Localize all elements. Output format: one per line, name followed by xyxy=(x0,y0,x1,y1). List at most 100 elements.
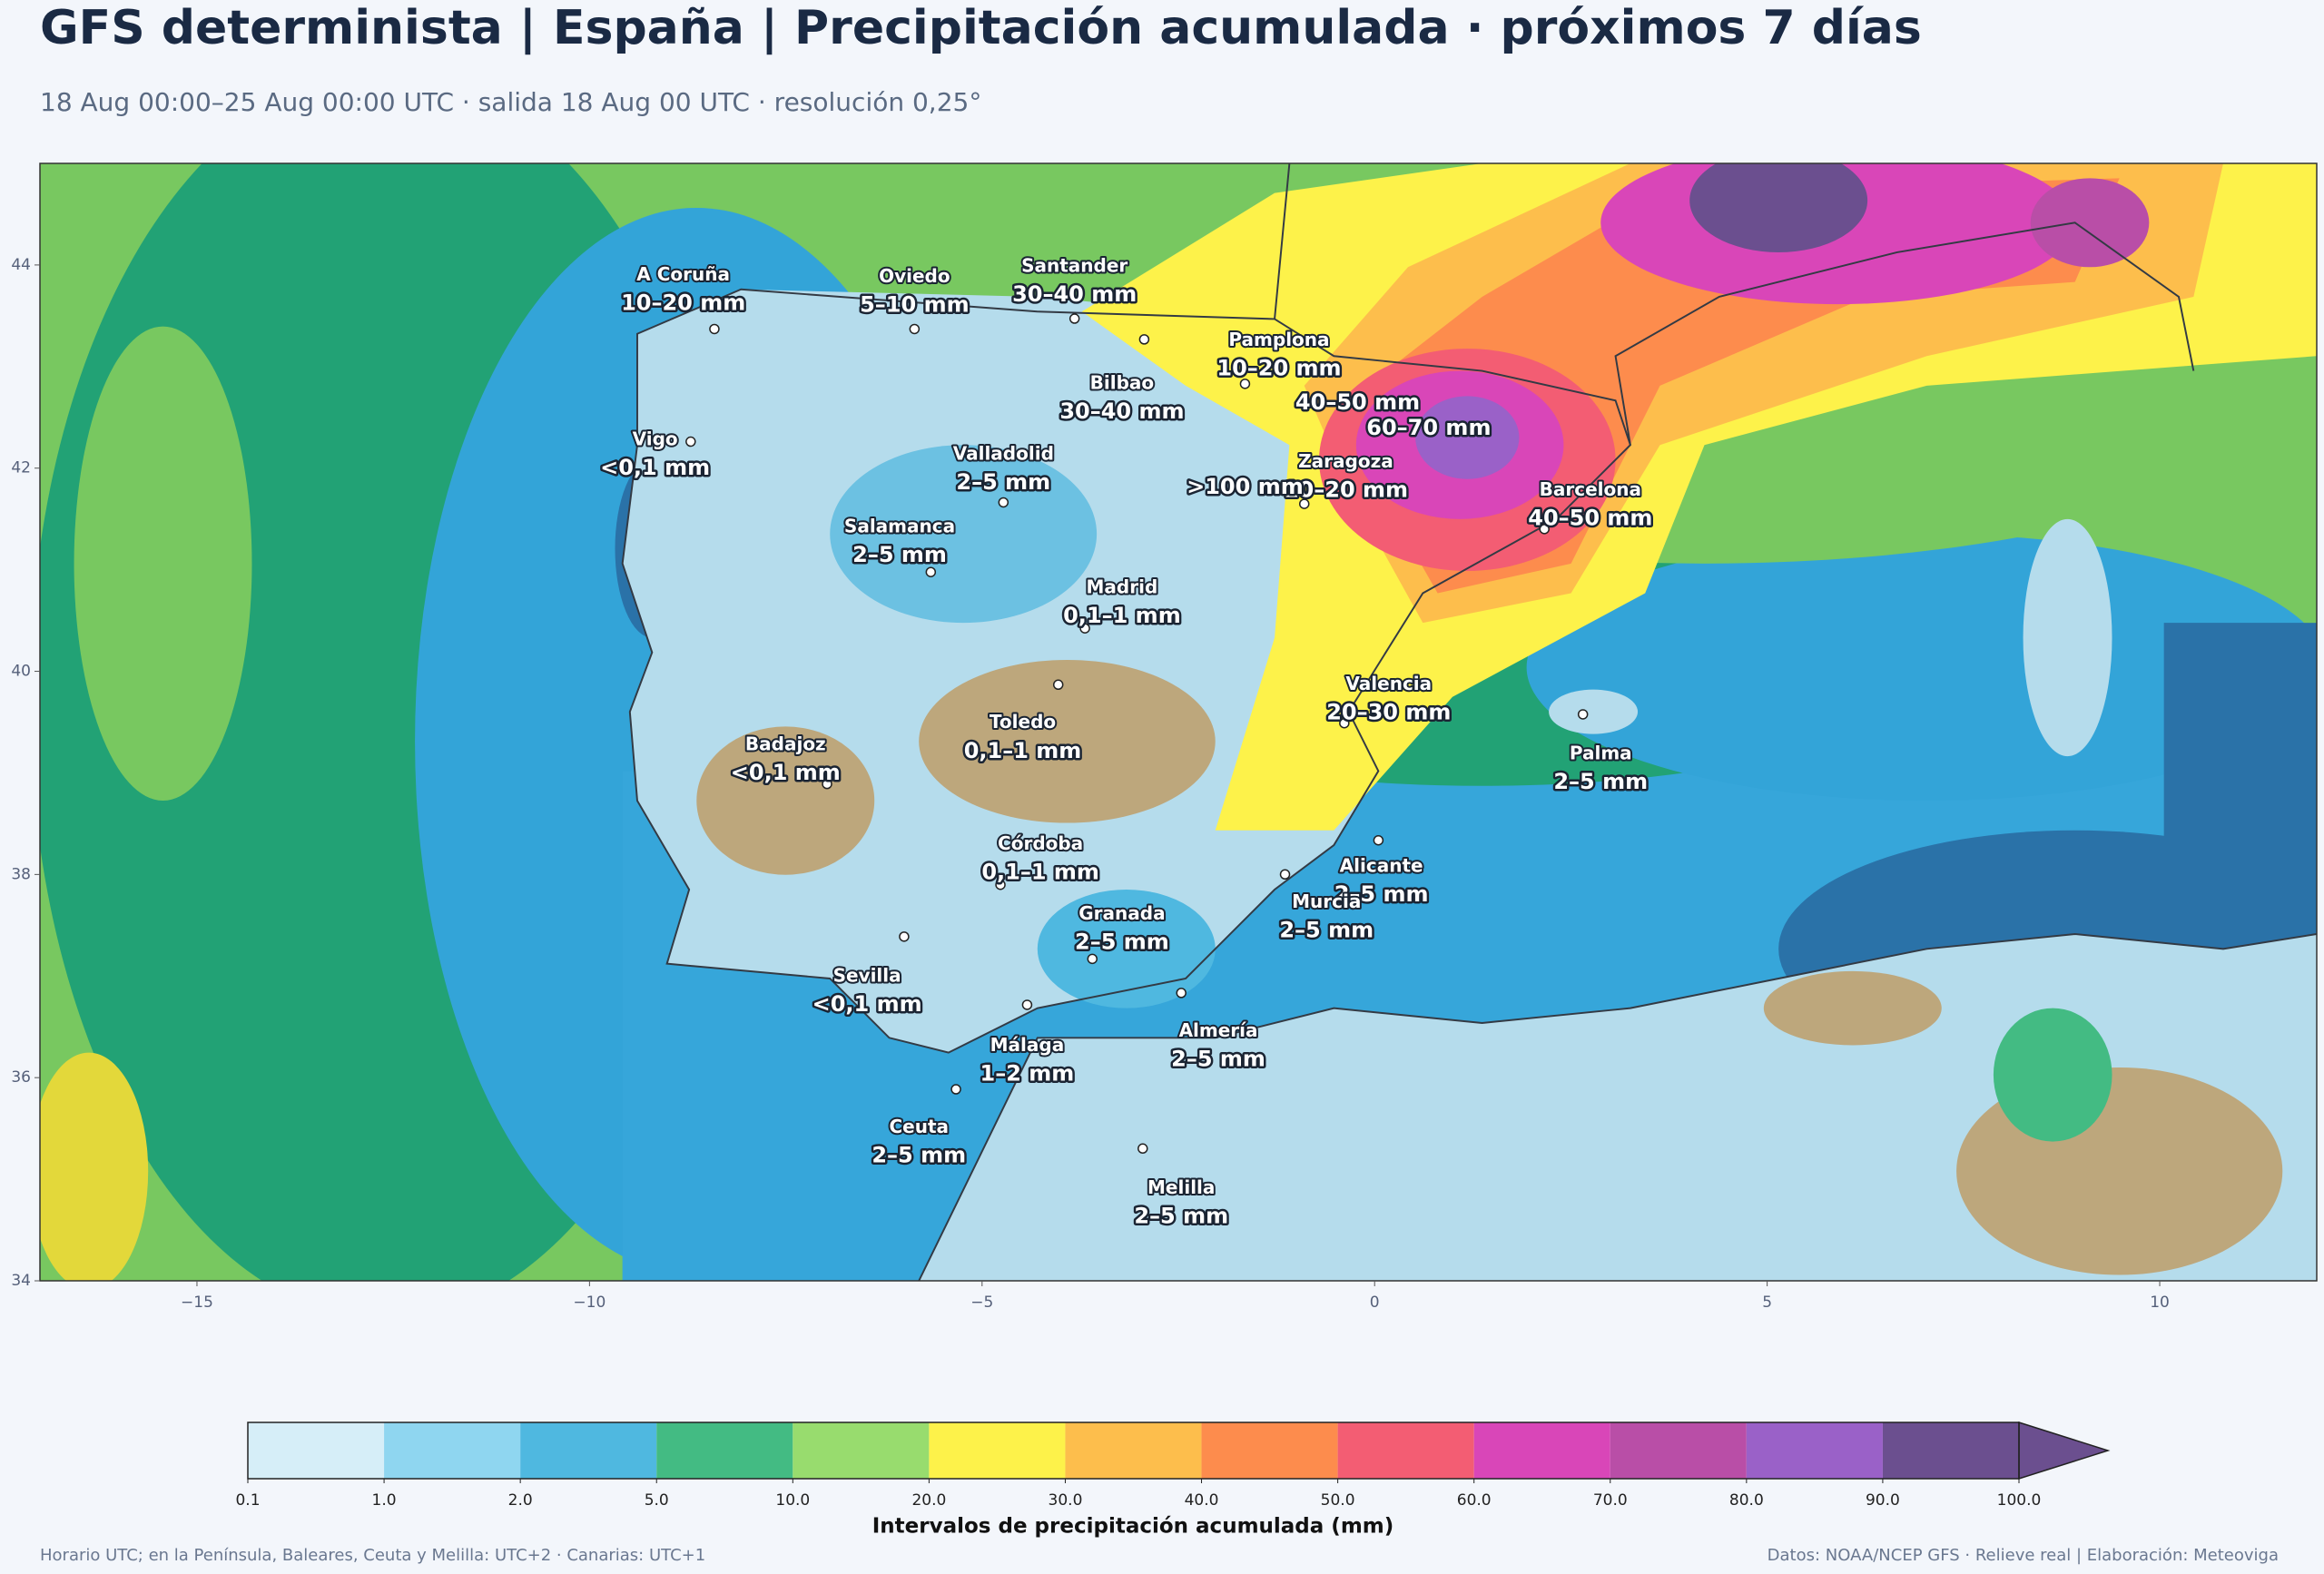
x-tick-label: −5 xyxy=(970,1294,993,1312)
colorbar-tick-label: 70.0 xyxy=(1593,1491,1628,1510)
city-value: 2–5 mm xyxy=(1279,917,1374,942)
city-value: 0,1–1 mm xyxy=(981,860,1099,885)
city-value: 2–5 mm xyxy=(852,542,947,567)
city-name: Toledo xyxy=(990,711,1056,733)
colorbar-extend xyxy=(2018,1421,2111,1481)
city-value: 2–5 mm xyxy=(1075,929,1169,954)
colorbar-tick-label: 50.0 xyxy=(1321,1491,1355,1510)
city-name: Sevilla xyxy=(833,964,901,986)
city-name: Valencia xyxy=(1345,673,1432,694)
city-name: Oviedo xyxy=(879,265,950,287)
colorbar-bin xyxy=(384,1422,521,1479)
city-value: 10–20 mm xyxy=(1284,477,1408,502)
colorbar-tick-label: 90.0 xyxy=(1866,1491,1900,1510)
city-name: Vigo xyxy=(633,428,678,449)
city-marker xyxy=(1021,999,1033,1010)
city-marker xyxy=(998,497,1009,508)
x-tick-label: 0 xyxy=(1370,1294,1380,1312)
city-value: 0,1–1 mm xyxy=(964,738,1082,763)
city-name: Barcelona xyxy=(1540,478,1641,500)
city-marker xyxy=(1279,869,1291,880)
city-name: Málaga xyxy=(990,1034,1065,1056)
city-value: 40–50 mm xyxy=(1528,505,1652,530)
city-name: Melilla xyxy=(1147,1176,1215,1198)
colorbar-tick-label: 0.1 xyxy=(235,1491,260,1510)
colorbar-tick-label: 10.0 xyxy=(775,1491,810,1510)
peak-value: 40–50 mm xyxy=(1295,389,1420,415)
city-name: Badajoz xyxy=(745,733,826,755)
colorbar-bin xyxy=(1746,1422,1883,1479)
colorbar-bin xyxy=(793,1422,930,1479)
y-tick-label: 34 xyxy=(11,1272,31,1290)
colorbar-tick-label: 40.0 xyxy=(1185,1491,1219,1510)
city-name: Bilbao xyxy=(1090,371,1155,393)
city-name: Córdoba xyxy=(998,832,1083,854)
colorbar-frame xyxy=(247,1422,2020,1480)
city-marker xyxy=(950,1084,961,1095)
colorbar-label: Intervalos de precipitación acumulada (m… xyxy=(872,1515,1394,1539)
x-tick-label: 10 xyxy=(2150,1294,2170,1312)
city-value: 30–40 mm xyxy=(1059,398,1184,424)
colorbar-bin xyxy=(1882,1422,2019,1479)
y-tick-label: 40 xyxy=(11,663,31,681)
peak-value: >100 mm xyxy=(1187,474,1304,499)
colorbar-bin xyxy=(1473,1422,1610,1479)
city-value: <0,1 mm xyxy=(812,991,922,1017)
city-marker xyxy=(995,879,1006,890)
city-value: 20–30 mm xyxy=(1326,699,1451,724)
colorbar-tick-label: 2.0 xyxy=(508,1491,533,1510)
map-frame xyxy=(39,162,2318,1282)
colorbar-bin xyxy=(929,1422,1066,1479)
city-value: 1–2 mm xyxy=(980,1061,1075,1087)
city-name: Valladolid xyxy=(953,443,1054,465)
city-marker xyxy=(1298,498,1310,509)
colorbar-tick-label: 60.0 xyxy=(1457,1491,1492,1510)
city-name: Santander xyxy=(1021,254,1128,276)
city-name: Murcia xyxy=(1292,890,1361,912)
city-value: 2–5 mm xyxy=(1171,1046,1265,1071)
city-value: <0,1 mm xyxy=(600,455,710,480)
colorbar-tick-label: 1.0 xyxy=(372,1491,397,1510)
city-marker xyxy=(1079,623,1090,634)
city-marker xyxy=(1577,709,1589,720)
colorbar-tick-label: 5.0 xyxy=(645,1491,669,1510)
city-value: 10–20 mm xyxy=(621,290,745,316)
colorbar-bin xyxy=(520,1422,657,1479)
city-marker xyxy=(1539,524,1550,535)
colorbar-tick-label: 100.0 xyxy=(1997,1491,2042,1510)
colorbar-tick-label: 20.0 xyxy=(911,1491,946,1510)
city-name: Ceuta xyxy=(889,1116,949,1137)
city-marker xyxy=(1138,334,1150,345)
city-value: <0,1 mm xyxy=(731,760,841,785)
city-value: 2–5 mm xyxy=(1134,1203,1228,1228)
x-tick-label: −10 xyxy=(573,1294,606,1312)
city-marker xyxy=(925,566,937,577)
precip-field xyxy=(40,163,2317,1281)
peak-value: 60–70 mm xyxy=(1366,415,1491,440)
city-marker xyxy=(899,931,910,942)
city-marker xyxy=(1087,953,1098,965)
city-name: Salamanca xyxy=(844,516,955,537)
x-tick-label: 5 xyxy=(1762,1294,1772,1312)
city-value: 10–20 mm xyxy=(1216,356,1341,381)
city-name: Alicante xyxy=(1340,855,1423,877)
footer-right: Datos: NOAA/NCEP GFS · Relieve real | El… xyxy=(1768,1546,2279,1565)
city-marker xyxy=(1373,834,1384,846)
city-marker xyxy=(685,436,696,448)
colorbar-bin xyxy=(248,1422,385,1479)
city-marker xyxy=(1339,717,1350,729)
city-value: 2–5 mm xyxy=(956,469,1050,495)
y-tick-label: 44 xyxy=(11,256,31,274)
subtitle: 18 Aug 00:00–25 Aug 00:00 UTC · salida 1… xyxy=(40,87,981,117)
colorbar-bin xyxy=(1337,1422,1474,1479)
city-name: Palma xyxy=(1570,743,1632,764)
title: GFS determinista | España | Precipitació… xyxy=(40,1,1922,55)
city-name: Pamplona xyxy=(1228,329,1329,350)
city-marker xyxy=(1176,988,1187,999)
colorbar-bin xyxy=(656,1422,793,1479)
city-name: Almería xyxy=(1179,1019,1258,1041)
city-value: 30–40 mm xyxy=(1012,281,1137,307)
y-tick-label: 42 xyxy=(11,459,31,477)
